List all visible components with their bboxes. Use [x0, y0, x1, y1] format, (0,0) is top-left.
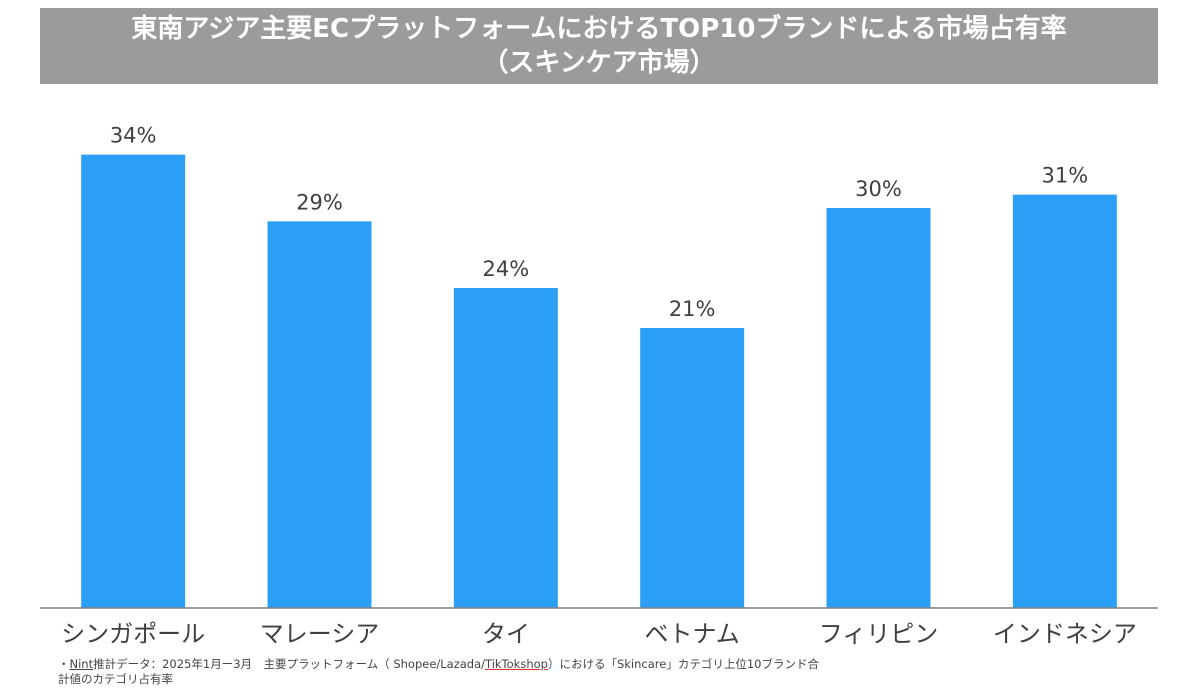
data-label-4: 21%: [669, 297, 716, 321]
footnote-nint-link[interactable]: Nint: [69, 657, 94, 671]
footnote-bullet: ・: [58, 657, 70, 671]
bar-6: [1012, 194, 1117, 608]
chart-subtitle: （スキンケア市場）: [482, 48, 716, 78]
data-label-1: 34%: [110, 124, 157, 148]
x-tick-label-4: ベトナム: [645, 620, 740, 648]
chart-title-banner: 東南アジア主要ECプラットフォームにおけるTOP10ブランドによる市場占有率 （…: [40, 8, 1158, 84]
bar-3: [453, 288, 558, 608]
bar-1: [81, 154, 186, 608]
bar-2: [267, 221, 372, 609]
chart-title: 東南アジア主要ECプラットフォームにおけるTOP10ブランドによる市場占有率: [131, 14, 1067, 44]
footnote-text-2: ）における「Skincare」カテゴリ上位10ブランド合: [547, 657, 819, 671]
bar-4: [640, 328, 745, 608]
data-label-2: 29%: [296, 190, 343, 214]
footnote-text-1: 推計データ：2025年1月ー3月 主要プラットフォーム（ Shopee/Laza…: [93, 657, 486, 671]
data-label-6: 31%: [1041, 164, 1088, 188]
x-tick-label-5: フィリピン: [819, 620, 939, 648]
footnote: ・Nint推計データ：2025年1月ー3月 主要プラットフォーム（ Shopee…: [58, 657, 1138, 687]
bar-5: [826, 208, 931, 608]
x-tick-label-3: タイ: [482, 620, 530, 648]
x-tick-label-2: マレーシア: [260, 620, 380, 648]
x-tick-label-1: シンガポール: [61, 620, 205, 648]
x-tick-label-6: インドネシア: [993, 620, 1137, 648]
data-label-3: 24%: [482, 257, 529, 281]
footnote-text-line2: 計値のカテゴリ占有率: [58, 672, 173, 686]
footnote-tiktokshop-link[interactable]: TikTokshop: [485, 657, 548, 671]
data-label-5: 30%: [855, 177, 902, 201]
